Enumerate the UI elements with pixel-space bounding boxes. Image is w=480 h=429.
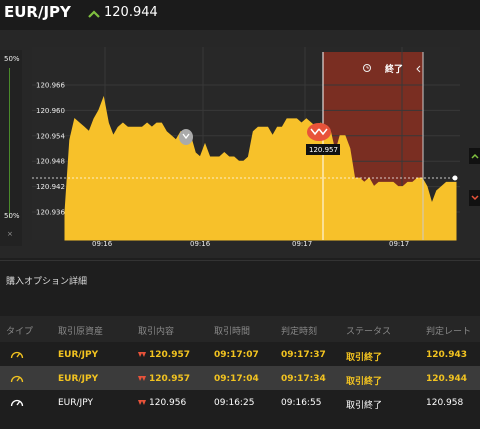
row-trade-time: 09:16:25 <box>214 398 255 408</box>
row-judge-time: 09:16:55 <box>281 398 322 408</box>
chevron-left-icon[interactable] <box>416 65 421 73</box>
col-asset: 取引原資産 <box>58 327 104 337</box>
price-area <box>64 95 457 241</box>
y-tick-label: 120.960 <box>36 107 65 115</box>
trade-marker-down[interactable] <box>307 123 331 141</box>
row-trade-time: 09:17:04 <box>214 374 259 384</box>
row-asset: EUR/JPY <box>58 398 93 408</box>
sentiment-bar <box>9 68 10 218</box>
tooltip-value: 120.957 <box>309 146 338 154</box>
asset-pair: EUR/JPY <box>4 3 71 21</box>
x-tick-label: 09:17 <box>292 240 312 248</box>
current-price: 120.944 <box>104 5 158 20</box>
x-tick-label: 09:16 <box>92 240 113 248</box>
price-tooltip <box>306 144 340 155</box>
sentiment-top: 50% <box>4 55 20 63</box>
row-status: 取引終了 <box>346 353 383 363</box>
y-tick-label: 120.966 <box>36 82 65 90</box>
expiry-label: 終了 <box>385 63 403 75</box>
table-row[interactable]: EUR/JPY 120.957 09:17:07 09:17:37 取引終了 1… <box>0 342 480 368</box>
row-content: 120.956 <box>138 398 186 408</box>
trade-marker-history[interactable] <box>179 129 193 145</box>
row-content-value: 120.956 <box>149 398 187 408</box>
current-price-dot <box>452 175 458 181</box>
table-row[interactable]: EUR/JPY 120.956 09:16:25 09:16:55 取引終了 1… <box>0 390 480 416</box>
sentiment-bottom: 50% <box>4 212 20 220</box>
header-bar: EUR/JPY 120.944 <box>0 0 480 30</box>
gauge-icon <box>10 375 24 383</box>
gauge-icon <box>10 399 24 407</box>
row-asset: EUR/JPY <box>58 374 99 384</box>
clock-icon <box>363 64 371 72</box>
up-trend-icon <box>88 10 100 18</box>
row-asset: EUR/JPY <box>58 350 99 360</box>
row-judge-time: 09:17:37 <box>281 350 326 360</box>
col-status: ステータス <box>346 327 392 337</box>
y-tick-label: 120.948 <box>36 158 65 166</box>
row-rate: 120.958 <box>426 398 464 408</box>
table-row[interactable]: EUR/JPY 120.957 09:17:04 09:17:34 取引終了 1… <box>0 366 480 392</box>
row-status: 取引終了 <box>346 377 383 387</box>
y-tick-label: 120.936 <box>36 209 65 217</box>
x-axis-labels: 09:16 09:16 09:17 09:17 <box>92 240 409 248</box>
gauge-icon <box>10 351 24 359</box>
row-content: 120.957 <box>138 374 190 384</box>
col-judge-time: 判定時刻 <box>281 327 318 337</box>
row-content: 120.957 <box>138 350 190 360</box>
x-tick-label: 09:17 <box>389 240 409 248</box>
down-arrow-icon <box>138 375 146 381</box>
row-trade-time: 09:17:07 <box>214 350 259 360</box>
expiry-header: 終了 <box>363 63 421 75</box>
y-tick-label: 120.954 <box>36 132 65 140</box>
y-axis-labels: 120.966 120.960 120.954 120.948 120.942 120.9… <box>36 82 65 217</box>
col-type: タイプ <box>6 327 34 337</box>
col-content: 取引内容 <box>138 327 175 337</box>
sentiment-panel: 50% 50% × <box>0 50 22 246</box>
row-judge-time: 09:17:34 <box>281 374 326 384</box>
table-header: タイプ 取引原資産 取引内容 取引時間 判定時刻 ステータス 判定レート <box>0 316 480 342</box>
x-tick-label: 09:16 <box>190 240 211 248</box>
row-rate: 120.943 <box>426 350 467 360</box>
col-trade-time: 取引時間 <box>214 327 251 337</box>
section-divider <box>0 260 480 261</box>
down-arrow-icon <box>138 399 146 405</box>
row-status: 取引終了 <box>346 401 383 411</box>
row-rate: 120.944 <box>426 374 467 384</box>
row-content-value: 120.957 <box>149 350 190 360</box>
col-rate: 判定レート <box>426 327 472 337</box>
price-chart: 120.966 120.960 120.954 120.948 120.942 120.9… <box>32 47 480 248</box>
row-content-value: 120.957 <box>149 374 190 384</box>
y-tick-label: 120.942 <box>36 183 65 191</box>
collapse-panel-button[interactable]: × <box>7 230 13 238</box>
down-arrow-icon <box>138 351 146 357</box>
section-title: 購入オプション詳細 <box>6 277 88 287</box>
